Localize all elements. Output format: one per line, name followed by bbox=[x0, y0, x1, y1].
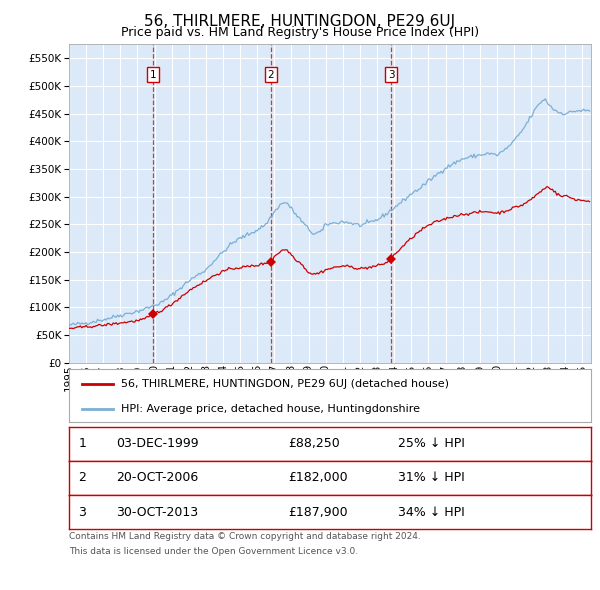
Text: 34% ↓ HPI: 34% ↓ HPI bbox=[398, 506, 464, 519]
Text: 30-OCT-2013: 30-OCT-2013 bbox=[116, 506, 198, 519]
Text: 2: 2 bbox=[79, 471, 86, 484]
Text: £88,250: £88,250 bbox=[288, 437, 340, 450]
Text: Contains HM Land Registry data © Crown copyright and database right 2024.: Contains HM Land Registry data © Crown c… bbox=[69, 532, 421, 541]
Text: 56, THIRLMERE, HUNTINGDON, PE29 6UJ: 56, THIRLMERE, HUNTINGDON, PE29 6UJ bbox=[145, 14, 455, 28]
Text: 3: 3 bbox=[79, 506, 86, 519]
Text: 1: 1 bbox=[150, 70, 157, 80]
Text: £187,900: £187,900 bbox=[288, 506, 348, 519]
Text: £182,000: £182,000 bbox=[288, 471, 348, 484]
Text: 56, THIRLMERE, HUNTINGDON, PE29 6UJ (detached house): 56, THIRLMERE, HUNTINGDON, PE29 6UJ (det… bbox=[121, 379, 449, 389]
Text: 20-OCT-2006: 20-OCT-2006 bbox=[116, 471, 198, 484]
Text: 2: 2 bbox=[268, 70, 274, 80]
Text: 31% ↓ HPI: 31% ↓ HPI bbox=[398, 471, 464, 484]
Text: Price paid vs. HM Land Registry's House Price Index (HPI): Price paid vs. HM Land Registry's House … bbox=[121, 26, 479, 39]
Text: This data is licensed under the Open Government Licence v3.0.: This data is licensed under the Open Gov… bbox=[69, 547, 358, 556]
Text: 25% ↓ HPI: 25% ↓ HPI bbox=[398, 437, 465, 450]
Text: HPI: Average price, detached house, Huntingdonshire: HPI: Average price, detached house, Hunt… bbox=[121, 404, 420, 414]
Text: 3: 3 bbox=[388, 70, 395, 80]
Text: 1: 1 bbox=[79, 437, 86, 450]
Text: 03-DEC-1999: 03-DEC-1999 bbox=[116, 437, 199, 450]
